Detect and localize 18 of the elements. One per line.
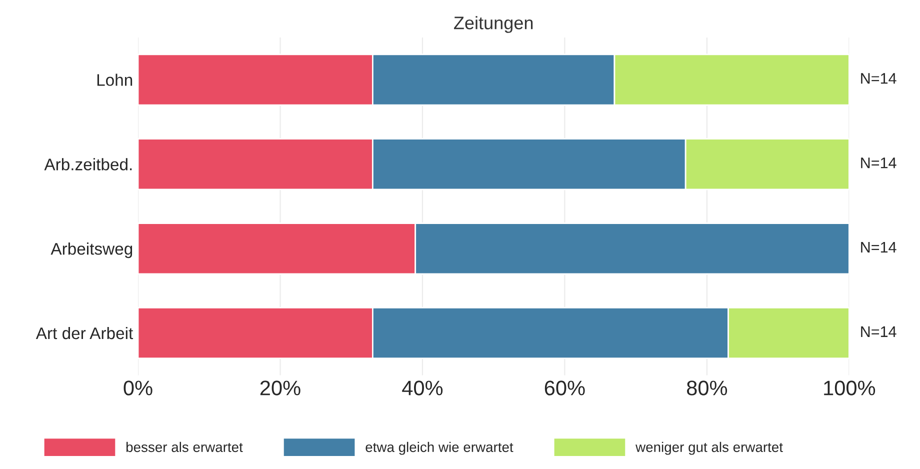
- text: N=14: [861, 73, 896, 84]
- y-tick-label: Arb.zeitbed.: [44, 158, 132, 170]
- legend-label: etwa gleich wie erwartet: [366, 442, 514, 455]
- x-tick-label: 20%: [260, 380, 300, 396]
- x-tick-label: 0%: [124, 380, 152, 396]
- y-tick-label: Lohn: [97, 74, 132, 86]
- y-tick-label: Art der Arbeit: [36, 326, 134, 340]
- chart-title: Zeitungen: [454, 16, 533, 33]
- y-tick-label: Arbeitsweg: [50, 242, 132, 258]
- x-tick-label: 40%: [402, 380, 443, 396]
- text: N=14: [861, 158, 896, 168]
- legend-label: besser als erwartet: [126, 442, 243, 452]
- x-tick-label: 80%: [686, 380, 728, 396]
- legend-label: weniger gut als erwartet: [636, 442, 783, 455]
- x-tick-label: 100%: [824, 380, 876, 396]
- text: N=14: [861, 326, 896, 337]
- text: N=14: [861, 242, 896, 253]
- x-tick-label: 60%: [544, 380, 585, 396]
